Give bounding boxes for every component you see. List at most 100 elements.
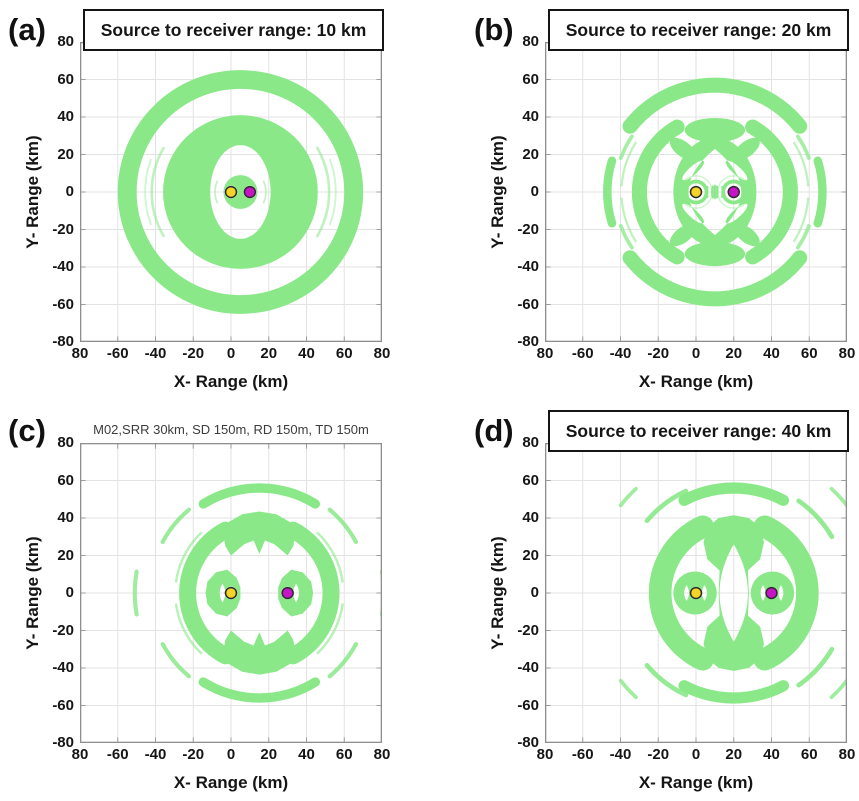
region-shape (703, 515, 764, 671)
x-tick-label: -40 (144, 345, 167, 362)
x-tick-labels: 80 -60 -40 -20 0 20 40 60 80 (72, 746, 391, 766)
region-shape (813, 156, 827, 228)
region-shape (678, 680, 790, 704)
y-tick-label: -20 (52, 621, 74, 639)
y-tick-label: 0 (530, 183, 539, 200)
x-tick-label: 20 (725, 746, 743, 763)
receiver-marker (281, 586, 294, 600)
region-shape (316, 603, 344, 655)
y-tick-label: 20 (522, 546, 539, 564)
y-tick-label: 60 (522, 471, 539, 489)
region-shape (327, 507, 359, 545)
region-shape (684, 117, 746, 143)
y-tick-label: -20 (517, 621, 539, 639)
y-tick-label: 60 (57, 471, 74, 489)
x-tick-label: 60 (800, 746, 818, 763)
region-shape (796, 646, 835, 688)
region-shape (198, 483, 321, 509)
panel-title-a: Source to receiver range: 10 km (83, 9, 384, 51)
x-tick-label: 80 (838, 345, 856, 362)
region-shape (648, 515, 714, 671)
region-shape (150, 146, 165, 238)
y-tick-label: -40 (52, 258, 74, 275)
x-tick-label: 80 (536, 746, 554, 763)
y-tick-label: -80 (517, 333, 539, 350)
x-tick-label: 20 (260, 345, 278, 362)
x-tick-label: -40 (144, 746, 167, 763)
region-shape (795, 224, 811, 250)
y-tick-label: 0 (65, 584, 74, 601)
region-shape (262, 180, 267, 204)
region-shape (644, 662, 689, 698)
y-tick-label: 60 (522, 70, 539, 88)
x-tick-labels: 80 -60 -40 -20 0 20 40 60 80 (537, 746, 856, 766)
plot-area (80, 42, 382, 342)
x-tick-label: 40 (298, 345, 315, 362)
region-shape (745, 119, 798, 265)
x-tick-label: 60 (335, 746, 353, 763)
region-shape (329, 158, 337, 226)
y-tick-label: -80 (52, 333, 74, 350)
region-shape (792, 197, 810, 243)
plot-area-svg (545, 42, 847, 342)
x-tick-label: -20 (182, 345, 205, 362)
y-tick-label: 80 (57, 434, 74, 451)
region-shape (284, 521, 340, 665)
region-shape (713, 184, 717, 200)
y-tick-label: -20 (52, 220, 74, 238)
y-tick-label: -80 (517, 734, 539, 751)
y-tick-label: 0 (530, 584, 539, 601)
x-tick-label: -60 (571, 746, 594, 763)
region-shape (618, 134, 634, 160)
x-axis-label: X- Range (km) (173, 773, 289, 792)
y-tick-label: -40 (517, 258, 539, 275)
region-shape (753, 515, 819, 671)
x-tick-label: -60 (571, 345, 594, 362)
x-tick-label: -20 (647, 746, 670, 763)
x-tick-label: -40 (609, 746, 632, 763)
y-tick-label: -40 (517, 659, 539, 676)
region-shape (622, 77, 808, 134)
y-tick-label: 80 (522, 33, 539, 50)
receiver-marker (765, 586, 778, 600)
region-shape (144, 158, 152, 226)
x-axis-label: X- Range (km) (638, 372, 754, 391)
x-axis-label: X- Range (km) (638, 773, 754, 792)
x-tick-label: 80 (71, 746, 89, 763)
panel-a: (a) Source to receiver range: 10 km Y- R… (0, 0, 430, 400)
y-tick-label: 40 (522, 509, 539, 526)
panel-b: (b) Source to receiver range: 20 km Y- R… (430, 0, 859, 400)
region-shape (603, 156, 617, 228)
region-shape (620, 197, 637, 243)
x-tick-label: 60 (335, 345, 353, 362)
x-tick-label: 20 (260, 746, 278, 763)
x-tick-label: 80 (71, 345, 89, 362)
y-tick-labels: 80 60 40 20 0 -20 -40 -60 -80 (491, 33, 539, 350)
region-shape (315, 146, 331, 238)
region-shape (618, 224, 634, 250)
region-shape (796, 498, 835, 540)
x-tick-label: -60 (106, 746, 129, 763)
source-marker (689, 586, 703, 600)
x-tick-label: 20 (725, 345, 743, 362)
x-tick-label: 80 (373, 746, 391, 763)
x-tick-label: 80 (373, 345, 391, 362)
region-shape (620, 141, 637, 187)
plot-area-svg (80, 42, 382, 342)
y-tick-label: 20 (522, 145, 539, 163)
y-tick-label: -60 (52, 696, 74, 714)
region-shape (829, 678, 847, 700)
region-shape (711, 185, 714, 199)
x-axis-label: X- Range (km) (173, 372, 289, 391)
x-tick-label: -20 (647, 345, 670, 362)
x-tick-label: 60 (800, 345, 818, 362)
panel-label-a: (a) (8, 12, 46, 47)
region-shape (160, 507, 192, 545)
y-tick-label: 0 (65, 183, 74, 200)
x-tick-label: 40 (763, 746, 780, 763)
region-shape (734, 137, 760, 160)
region-shape (669, 224, 696, 247)
x-tick-label: 40 (763, 345, 780, 362)
region-shape (678, 482, 790, 506)
source-marker (224, 586, 238, 600)
